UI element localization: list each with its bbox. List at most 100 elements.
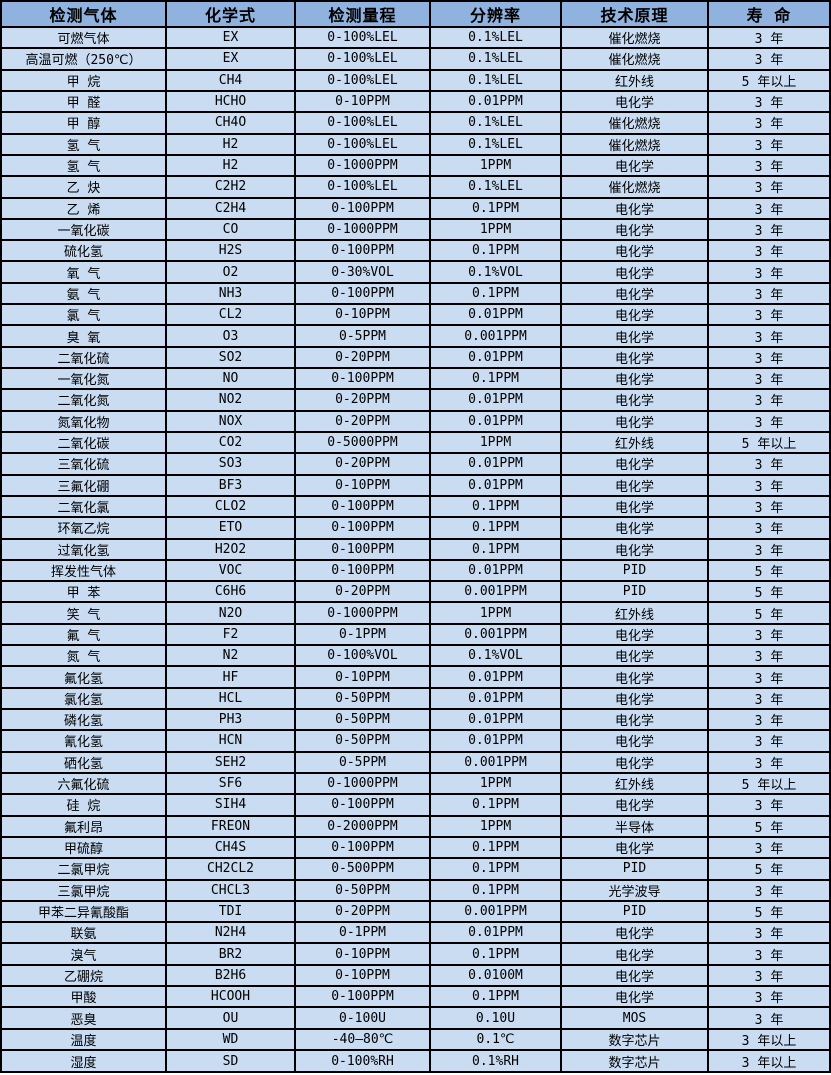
- table-row: 臭 氧 O3 0-5PPM 0.001PPM 电化学 3 年: [0, 324, 831, 348]
- cell-lifespan: 3 年: [707, 921, 831, 945]
- cell-resolution: 1PPM: [429, 153, 562, 178]
- cell-technology: 电化学: [560, 644, 709, 668]
- cell-lifespan: 3 年: [707, 942, 831, 966]
- cell-gas-name: 甲 醇: [0, 111, 167, 135]
- cell-lifespan: 3 年: [707, 985, 831, 1009]
- table-row: 温度 WD -40—80℃ 0.1℃ 数字芯片 3 年以上: [0, 1027, 831, 1052]
- cell-gas-name: 甲苯二异氰酸酯: [0, 899, 167, 924]
- cell-detection-range: 0-2000PPM: [294, 814, 431, 838]
- cell-detection-range: 0-20PPM: [294, 452, 431, 476]
- cell-lifespan: 5 年: [707, 857, 831, 881]
- cell-chemical-formula: O3: [165, 324, 296, 348]
- cell-lifespan: 3 年: [707, 835, 831, 860]
- cell-resolution: 0.001PPM: [429, 580, 562, 604]
- cell-resolution: 0.1PPM: [429, 835, 562, 860]
- cell-lifespan: 3 年: [707, 793, 831, 817]
- cell-lifespan: 5 年: [707, 601, 831, 625]
- cell-lifespan: 3 年: [707, 452, 831, 476]
- cell-gas-name: 氨 气: [0, 281, 167, 306]
- cell-lifespan: 5 年: [707, 558, 831, 583]
- cell-detection-range: 0-1000PPM: [294, 771, 431, 796]
- cell-lifespan: 3 年: [707, 1006, 831, 1030]
- cell-technology: 电化学: [560, 686, 709, 711]
- cell-technology: 电化学: [560, 153, 709, 178]
- table-row: 甲硫醇 CH4S 0-100PPM 0.1PPM 电化学 3 年: [0, 835, 831, 860]
- cell-technology: 电化学: [560, 707, 709, 732]
- cell-gas-name: 三氟化硼: [0, 473, 167, 497]
- cell-chemical-formula: HCL: [165, 686, 296, 711]
- cell-resolution: 0.1PPM: [429, 196, 562, 220]
- cell-resolution: 0.001PPM: [429, 622, 562, 647]
- cell-technology: 催化燃烧: [560, 25, 709, 50]
- cell-gas-name: 甲硫醇: [0, 835, 167, 860]
- cell-gas-name: 三氯甲烷: [0, 878, 167, 902]
- cell-resolution: 0.1%VOL: [429, 644, 562, 668]
- cell-resolution: 0.01PPM: [429, 558, 562, 583]
- cell-gas-name: 氢 气: [0, 153, 167, 178]
- table-row: 氨 气 NH3 0-100PPM 0.1PPM 电化学 3 年: [0, 281, 831, 306]
- table-row: 氟 气 F2 0-1PPM 0.001PPM 电化学 3 年: [0, 622, 831, 647]
- table-row: 氯化氢 HCL 0-50PPM 0.01PPM 电化学 3 年: [0, 686, 831, 711]
- cell-technology: 电化学: [560, 303, 709, 327]
- cell-detection-range: 0-20PPM: [294, 899, 431, 924]
- cell-resolution: 0.001PPM: [429, 899, 562, 924]
- cell-technology: 电化学: [560, 516, 709, 540]
- cell-technology: 半导体: [560, 814, 709, 838]
- table-row: 甲 烷 CH4 0-100%LEL 0.1%LEL 红外线 5 年以上: [0, 68, 831, 92]
- cell-gas-name: 氮氧化物: [0, 409, 167, 433]
- cell-detection-range: 0-50PPM: [294, 878, 431, 902]
- cell-gas-name: 笑 气: [0, 601, 167, 625]
- cell-lifespan: 3 年以上: [707, 1027, 831, 1052]
- cell-gas-name: 三氧化硫: [0, 452, 167, 476]
- cell-gas-name: 溴气: [0, 942, 167, 966]
- cell-lifespan: 3 年: [707, 707, 831, 732]
- cell-lifespan: 3 年: [707, 111, 831, 135]
- cell-detection-range: 0-10PPM: [294, 942, 431, 966]
- cell-technology: 电化学: [560, 260, 709, 284]
- table-row: 可燃气体 EX 0-100%LEL 0.1%LEL 催化燃烧 3 年: [0, 25, 831, 50]
- cell-detection-range: 0-100PPM: [294, 366, 431, 391]
- cell-gas-name: 乙硼烷: [0, 963, 167, 988]
- cell-lifespan: 3 年: [707, 303, 831, 327]
- cell-detection-range: 0-10PPM: [294, 963, 431, 988]
- cell-lifespan: 3 年: [707, 324, 831, 348]
- cell-technology: 红外线: [560, 430, 709, 455]
- cell-detection-range: 0-50PPM: [294, 729, 431, 753]
- cell-resolution: 0.01PPM: [429, 345, 562, 370]
- column-header-lifespan: 寿 命: [707, 0, 831, 28]
- table-row: 三氟化硼 BF3 0-10PPM 0.01PPM 电化学 3 年: [0, 473, 831, 497]
- cell-chemical-formula: SO3: [165, 452, 296, 476]
- cell-technology: 电化学: [560, 729, 709, 753]
- cell-lifespan: 3 年: [707, 409, 831, 433]
- cell-detection-range: 0-100PPM: [294, 281, 431, 306]
- table-row: 氮 气 N2 0-100%VOL 0.1%VOL 电化学 3 年: [0, 644, 831, 668]
- cell-gas-name: 六氟化硫: [0, 771, 167, 796]
- cell-gas-name: 温度: [0, 1027, 167, 1052]
- cell-detection-range: 0-100%RH: [294, 1049, 431, 1073]
- cell-gas-name: 高温可燃（250℃）: [0, 47, 167, 71]
- cell-lifespan: 3 年: [707, 963, 831, 988]
- cell-lifespan: 3 年: [707, 729, 831, 753]
- cell-chemical-formula: O2: [165, 260, 296, 284]
- cell-lifespan: 3 年: [707, 25, 831, 50]
- table-body: 可燃气体 EX 0-100%LEL 0.1%LEL 催化燃烧 3 年高温可燃（250℃） E…: [0, 25, 831, 1073]
- table-row: 溴气 BR2 0-10PPM 0.1PPM 电化学 3 年: [0, 942, 831, 966]
- cell-detection-range: 0-20PPM: [294, 409, 431, 433]
- cell-chemical-formula: C6H6: [165, 580, 296, 604]
- column-header-gas-name: 检测气体: [0, 0, 167, 28]
- cell-lifespan: 5 年以上: [707, 430, 831, 455]
- table-row: 氢 气 H2 0-100%LEL 0.1%LEL 催化燃烧 3 年: [0, 132, 831, 156]
- cell-detection-range: 0-100PPM: [294, 494, 431, 519]
- table-row: 挥发性气体 VOC 0-100PPM 0.01PPM PID 5 年: [0, 558, 831, 583]
- cell-chemical-formula: N2O: [165, 601, 296, 625]
- cell-chemical-formula: NH3: [165, 281, 296, 306]
- cell-resolution: 0.1PPM: [429, 857, 562, 881]
- cell-chemical-formula: EX: [165, 25, 296, 50]
- cell-lifespan: 3 年: [707, 537, 831, 561]
- cell-detection-range: 0-10PPM: [294, 89, 431, 114]
- cell-gas-name: 氟 气: [0, 622, 167, 647]
- table-row: 乙硼烷 B2H6 0-10PPM 0.0100M 电化学 3 年: [0, 963, 831, 988]
- cell-gas-name: 硅 烷: [0, 793, 167, 817]
- cell-technology: PID: [560, 580, 709, 604]
- cell-lifespan: 3 年: [707, 89, 831, 114]
